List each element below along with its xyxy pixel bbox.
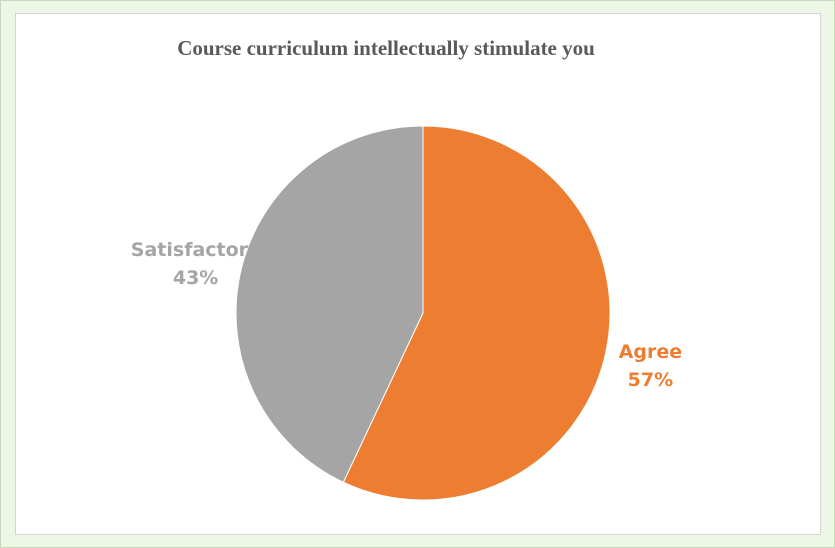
slice-label-agree: Agree — [619, 341, 682, 363]
slice-percent-agree: 57% — [628, 369, 673, 391]
pie-slice-agree — [342, 125, 611, 501]
slice-label-satisfactory: Satisfactory — [131, 239, 261, 261]
pie-chart: Agree 57% Satisfactory 43% — [131, 125, 682, 501]
chart-title: Course curriculum intellectually stimula… — [177, 36, 595, 60]
slice-percent-satisfactory: 43% — [173, 267, 218, 289]
pie-slice-satisfactory — [235, 125, 424, 483]
chart-panel: Course curriculum intellectually stimula… — [15, 13, 821, 535]
